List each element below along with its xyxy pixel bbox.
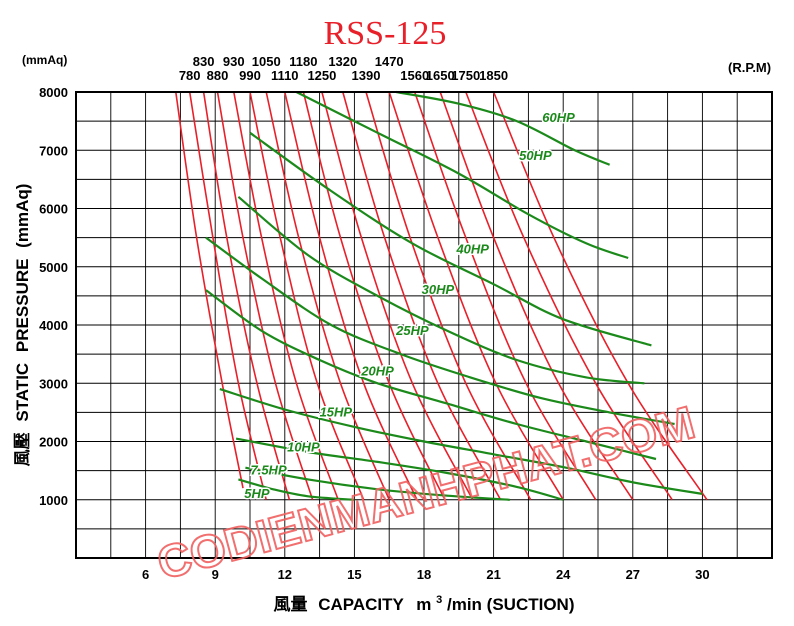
hp-label: 15HP xyxy=(320,404,353,419)
x-tick-label: 21 xyxy=(486,567,500,582)
rpm-curves xyxy=(175,91,708,501)
hp-curve xyxy=(249,131,652,347)
x-tick-label: 24 xyxy=(556,567,571,582)
hp-curve xyxy=(237,195,645,385)
rpm-label-lower: 1560 xyxy=(400,68,429,83)
rpm-unit-label: (R.P.M) xyxy=(728,60,771,75)
rpm-label-upper: 1050 xyxy=(252,54,281,69)
rpm-label-lower: 1250 xyxy=(307,68,336,83)
y-tick-label: 1000 xyxy=(39,493,68,508)
rpm-curve xyxy=(388,91,564,501)
hp-curve xyxy=(396,90,611,166)
hp-curves xyxy=(205,90,703,501)
x-tick-label: 12 xyxy=(278,567,292,582)
y-tick-label: 4000 xyxy=(39,318,68,333)
hp-label: 50HP xyxy=(519,148,552,163)
rpm-curve xyxy=(492,91,708,501)
rpm-curve xyxy=(216,91,314,501)
rpm-label-upper: 1470 xyxy=(375,54,404,69)
rpm-label-lower: 780 xyxy=(179,68,201,83)
x-axis-label-rest: /min (SUCTION) xyxy=(447,595,575,614)
rpm-label-lower: 1110 xyxy=(271,68,299,83)
rpm-label-lower: 1850 xyxy=(479,68,508,83)
x-tick-label: 18 xyxy=(417,567,431,582)
rpm-curve xyxy=(439,91,634,501)
x-axis-label-sup: 3 xyxy=(436,594,442,606)
rpm-curve xyxy=(233,91,339,501)
x-tick-label: 9 xyxy=(212,567,219,582)
hp-label: 5HP xyxy=(244,486,270,501)
rpm-curve xyxy=(365,91,532,501)
y-axis-label-pressure: PRESSURE xyxy=(13,259,32,353)
hp-curve xyxy=(219,388,703,495)
hp-label: 7.5HP xyxy=(250,463,286,478)
rpm-curve xyxy=(465,91,673,501)
hp-curve xyxy=(205,289,657,461)
hp-label: 10HP xyxy=(287,439,320,454)
rpm-label-lower: 990 xyxy=(239,68,261,83)
rpm-label-lower: 880 xyxy=(207,68,229,83)
x-axis-label-capacity: CAPACITY xyxy=(318,595,404,614)
rpm-label-lower: 1650 xyxy=(426,68,455,83)
rpm-curve xyxy=(342,91,502,501)
y-axis-label: 風壓 STATIC PRESSURE (mmAq) xyxy=(13,184,32,467)
rpm-curve xyxy=(413,91,597,501)
y-tick-label: 5000 xyxy=(39,260,68,275)
rpm-curve xyxy=(202,91,291,501)
rpm-curve xyxy=(321,91,474,501)
rpm-label-upper: 1180 xyxy=(289,54,317,69)
axis-ticks: 6 9 12 15 18 21 24 27 30 1000 2000 3000 4000 5000 6000… xyxy=(39,85,710,582)
grid xyxy=(76,92,772,558)
rpm-label-upper: 930 xyxy=(223,54,245,69)
y-unit-label: (mmAq) xyxy=(22,53,67,67)
x-tick-label: 6 xyxy=(142,567,149,582)
hp-label: 40HP xyxy=(455,241,489,256)
y-axis-label-static: STATIC xyxy=(13,363,32,422)
hp-label: 25HP xyxy=(395,323,429,338)
watermark: CODIENMANHPHAT.COM xyxy=(152,396,700,590)
y-axis-label-unit: (mmAq) xyxy=(13,184,32,248)
rpm-curve xyxy=(175,91,244,489)
hp-label: 30HP xyxy=(422,282,455,297)
rpm-label-upper: 830 xyxy=(193,54,215,69)
rpm-label-lower: 1750 xyxy=(451,68,480,83)
y-tick-label: 6000 xyxy=(39,202,68,217)
hp-curve xyxy=(205,236,675,426)
hp-curve xyxy=(238,478,355,501)
y-tick-label: 8000 xyxy=(39,85,68,100)
y-tick-label: 7000 xyxy=(39,143,68,158)
plot-frame xyxy=(75,91,773,559)
rpm-curve xyxy=(284,91,418,501)
x-tick-label: 15 xyxy=(347,567,361,582)
y-tick-label: 2000 xyxy=(39,435,68,450)
x-axis-label: 風量 CAPACITY m 3 /min (SUCTION) xyxy=(273,588,574,614)
x-axis-label-m: m xyxy=(416,595,431,614)
y-axis-label-chinese: 風壓 xyxy=(13,432,32,466)
hp-label: 60HP xyxy=(542,110,575,125)
rpm-labels: 830 930 1050 1180 1320 1470 780 880 990 1110 1250 1… xyxy=(179,54,508,83)
chart-title: RSS-125 xyxy=(324,15,447,52)
hp-curve xyxy=(235,437,564,501)
rpm-curve xyxy=(302,91,446,501)
x-tick-label: 27 xyxy=(626,567,640,582)
hp-curve xyxy=(295,91,629,260)
rpm-curve xyxy=(249,91,365,501)
y-tick-label: 3000 xyxy=(39,376,68,391)
x-axis-label-chinese: 風量 xyxy=(273,594,307,614)
rpm-label-lower: 1390 xyxy=(352,68,381,83)
hp-label: 20HP xyxy=(360,364,394,379)
hp-curve xyxy=(245,466,510,501)
x-tick-label: 30 xyxy=(695,567,709,582)
rpm-label-upper: 1320 xyxy=(328,54,357,69)
